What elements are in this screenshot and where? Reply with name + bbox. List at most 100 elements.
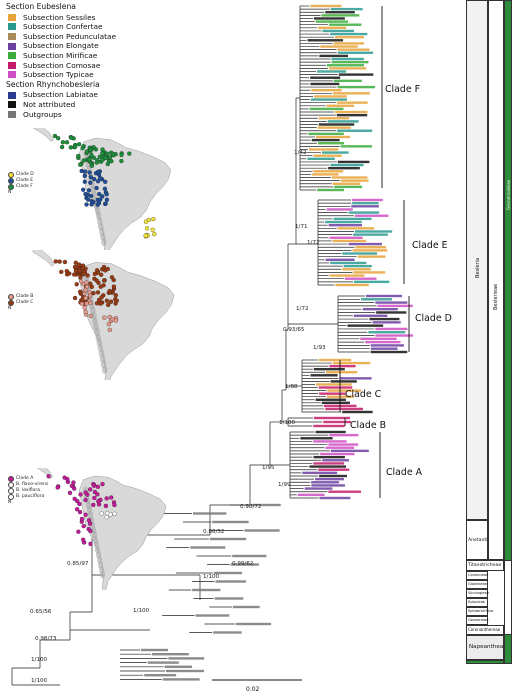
occurrence-point <box>86 197 91 202</box>
occurrence-point <box>83 309 88 314</box>
occurrence-point <box>73 144 78 149</box>
occurrence-point <box>94 185 99 191</box>
occurrence-point <box>72 295 78 301</box>
occurrence-point <box>106 321 112 327</box>
occurrence-point <box>98 301 103 306</box>
occurrence-point <box>98 197 103 202</box>
support-value: 1/100 <box>203 574 220 580</box>
legend-swatch <box>8 110 16 118</box>
occurrence-point <box>96 297 102 303</box>
legend-swatch <box>8 71 16 79</box>
tip-label-mark <box>209 537 247 541</box>
legend-label: Subsection Mirificae <box>23 50 98 60</box>
tip-label-mark <box>362 307 398 311</box>
legend-item-a-2: Subsection Pedunculatae <box>6 32 146 42</box>
tip-label-mark <box>329 433 359 437</box>
tip-label-mark <box>351 205 379 208</box>
occurrence-point <box>84 202 89 207</box>
tip-label-mark <box>336 113 368 117</box>
support-value: 1/100 <box>133 608 150 614</box>
tip-label-mark <box>338 73 374 76</box>
occurrence-point <box>60 140 66 145</box>
tip-label-mark <box>215 580 247 583</box>
tip-label-mark <box>328 490 362 493</box>
occurrence-point <box>83 490 88 495</box>
occurrence-point <box>94 278 99 283</box>
occurrence-point <box>113 318 119 323</box>
occurrence-point <box>87 170 92 175</box>
tip-label-mark <box>340 145 373 148</box>
occurrence-point <box>82 173 87 179</box>
terrain-shade <box>101 238 107 247</box>
tip-label-mark <box>335 283 369 287</box>
occurrence-point <box>114 298 119 303</box>
tip-label-mark <box>365 340 401 344</box>
support-value: 1/71 <box>295 224 308 230</box>
tip-label-mark <box>321 14 360 17</box>
clade-b-label: Clade B <box>350 420 387 431</box>
occurrence-point <box>127 151 132 156</box>
phylogenetic-tree <box>11 5 377 686</box>
occurrence-point <box>113 293 118 298</box>
tip-label-mark <box>313 170 344 173</box>
tip-label-mark <box>375 334 414 337</box>
legend-swatch <box>8 52 16 60</box>
tip-label-mark <box>195 614 230 617</box>
clade-brackets <box>339 6 410 498</box>
occurrence-point <box>91 290 96 296</box>
tip-label-mark <box>300 437 333 440</box>
beslerieae-box <box>488 0 504 560</box>
tip-label-mark <box>342 410 373 414</box>
occurrence-point <box>81 537 86 542</box>
occurrence-point <box>94 160 99 165</box>
tip-label-mark <box>333 361 371 365</box>
map-legend-label: Clade B <box>16 294 34 299</box>
clade-f-label: Clade F <box>385 84 420 95</box>
tip-label-mark <box>328 223 362 227</box>
small-label-4: Episcieae <box>468 600 486 604</box>
tip-label-mark <box>330 163 364 167</box>
legend-item-b-2: Outgroups <box>6 110 146 120</box>
terrain-shade <box>99 570 106 579</box>
tip-label-mark <box>315 135 350 139</box>
tip-label-mark <box>313 367 345 371</box>
green-bottom-box <box>466 660 504 664</box>
tip-label-mark <box>310 4 342 8</box>
tip-label-mark <box>321 401 350 405</box>
support-value: 1/99 <box>278 482 291 488</box>
map-legend: Clade A B. flavo-virens B. lexiflora B. pau… <box>8 476 48 506</box>
occurrence-point <box>82 305 87 310</box>
occurrence-point <box>74 282 79 287</box>
occurrence-point <box>84 301 89 306</box>
legend-item-a-4: Subsection Mirificae <box>6 51 146 61</box>
occurrence-point <box>95 484 101 489</box>
legend-swatch <box>8 91 16 99</box>
map-legend-dot <box>8 172 14 178</box>
occurrence-point <box>106 302 111 308</box>
occurrence-point <box>59 269 64 275</box>
occurrence-point <box>80 145 85 151</box>
map-clades-b-c: Clade B Clade C N <box>0 245 205 389</box>
tip-label-mark <box>355 230 393 233</box>
support-value: 0.99/62 <box>232 561 254 567</box>
tip-label-mark <box>318 123 355 126</box>
occurrence-point <box>64 140 70 145</box>
tip-label-mark <box>331 176 368 179</box>
tip-label-mark <box>311 484 345 487</box>
tip-label-mark <box>370 344 404 347</box>
tip-label-mark <box>320 452 355 456</box>
tip-label-mark <box>326 104 355 107</box>
occurrence-point <box>143 219 149 224</box>
tip-label-mark <box>330 261 367 265</box>
tip-label-mark <box>302 471 338 475</box>
tip-label-mark <box>316 383 352 386</box>
map-legend: Clade B Clade C N <box>8 294 33 312</box>
tip-label-mark <box>329 67 367 70</box>
tip-label-mark <box>330 32 368 36</box>
tip-label-mark <box>315 20 349 23</box>
map-legend-dot <box>8 178 14 184</box>
occurrence-point <box>56 136 61 141</box>
tip-label-mark <box>355 246 387 249</box>
tip-label-mark <box>337 160 370 164</box>
support-value: 1/100 <box>279 420 296 426</box>
